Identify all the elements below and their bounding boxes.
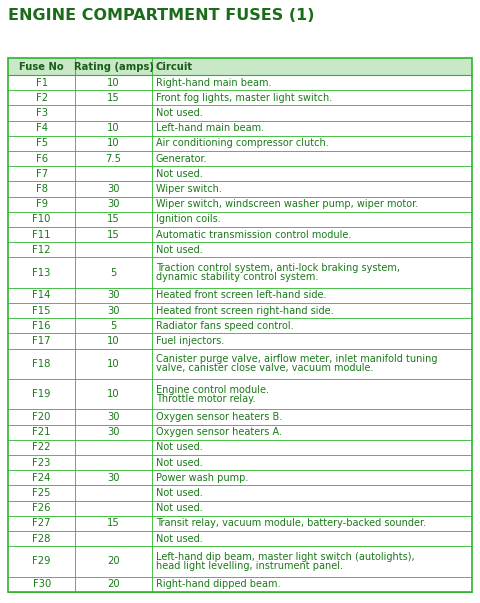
Text: F6: F6 [36, 154, 48, 163]
Text: F11: F11 [32, 230, 51, 239]
Text: Front fog lights, master light switch.: Front fog lights, master light switch. [156, 93, 332, 103]
Text: Radiator fans speed control.: Radiator fans speed control. [156, 321, 293, 331]
Text: 10: 10 [107, 389, 120, 399]
Text: Rating (amps): Rating (amps) [73, 62, 154, 72]
Text: ENGINE COMPARTMENT FUSES (1): ENGINE COMPARTMENT FUSES (1) [8, 8, 314, 23]
Text: F21: F21 [32, 427, 51, 437]
Text: Generator.: Generator. [156, 154, 207, 163]
Text: 7.5: 7.5 [106, 154, 121, 163]
Text: 10: 10 [107, 336, 120, 346]
Text: F27: F27 [32, 519, 51, 528]
Text: Canister purge valve, airflow meter, inlet manifold tuning: Canister purge valve, airflow meter, inl… [156, 354, 437, 364]
Text: Power wash pump.: Power wash pump. [156, 473, 248, 483]
Text: F23: F23 [33, 458, 51, 467]
Text: Engine control module.: Engine control module. [156, 385, 269, 394]
Text: Oxygen sensor heaters B.: Oxygen sensor heaters B. [156, 412, 282, 422]
Text: F30: F30 [33, 579, 51, 589]
Text: Fuel injectors.: Fuel injectors. [156, 336, 224, 346]
Bar [8, 58, 472, 592]
Text: dynamic stability control system.: dynamic stability control system. [156, 272, 318, 282]
Text: Automatic transmission control module.: Automatic transmission control module. [156, 230, 351, 239]
Text: 20: 20 [107, 557, 120, 566]
Text: F9: F9 [36, 199, 48, 209]
Text: Oxygen sensor heaters A.: Oxygen sensor heaters A. [156, 427, 282, 437]
Text: 30: 30 [108, 291, 120, 300]
Text: Not used.: Not used. [156, 108, 203, 118]
Text: 15: 15 [107, 93, 120, 103]
Text: F17: F17 [32, 336, 51, 346]
Text: F29: F29 [32, 557, 51, 566]
Text: Not used.: Not used. [156, 443, 203, 452]
Text: 20: 20 [107, 579, 120, 589]
Text: 15: 15 [107, 215, 120, 224]
Text: 30: 30 [108, 184, 120, 194]
Text: F3: F3 [36, 108, 48, 118]
Text: 10: 10 [107, 78, 120, 87]
Text: 10: 10 [107, 123, 120, 133]
Text: 30: 30 [108, 427, 120, 437]
Text: 10: 10 [107, 359, 120, 369]
Text: Throttle motor relay.: Throttle motor relay. [156, 394, 255, 404]
Text: 30: 30 [108, 473, 120, 483]
Text: 30: 30 [108, 199, 120, 209]
Text: 10: 10 [107, 139, 120, 148]
Text: Heated front screen right-hand side.: Heated front screen right-hand side. [156, 306, 334, 315]
Text: F5: F5 [36, 139, 48, 148]
Text: F15: F15 [32, 306, 51, 315]
Text: Traction control system, anti-lock braking system,: Traction control system, anti-lock braki… [156, 263, 400, 273]
Text: F22: F22 [32, 443, 51, 452]
Text: 5: 5 [110, 321, 117, 331]
Text: Right-hand main beam.: Right-hand main beam. [156, 78, 271, 87]
Text: Not used.: Not used. [156, 534, 203, 543]
Text: Not used.: Not used. [156, 488, 203, 498]
Text: F25: F25 [32, 488, 51, 498]
Text: F10: F10 [33, 215, 51, 224]
Text: F28: F28 [33, 534, 51, 543]
Text: F18: F18 [33, 359, 51, 369]
Bar [8, 58, 472, 75]
Text: Circuit: Circuit [156, 62, 193, 72]
Text: Heated front screen left-hand side.: Heated front screen left-hand side. [156, 291, 326, 300]
Text: 30: 30 [108, 306, 120, 315]
Text: 30: 30 [108, 412, 120, 422]
Text: Not used.: Not used. [156, 169, 203, 179]
Text: F7: F7 [36, 169, 48, 179]
Text: head light levelling, instrument panel.: head light levelling, instrument panel. [156, 561, 343, 571]
Text: Not used.: Not used. [156, 503, 203, 513]
Text: F14: F14 [33, 291, 51, 300]
Text: F12: F12 [32, 245, 51, 255]
Text: F20: F20 [33, 412, 51, 422]
Text: 15: 15 [107, 519, 120, 528]
Text: Not used.: Not used. [156, 245, 203, 255]
Text: Air conditioning compressor clutch.: Air conditioning compressor clutch. [156, 139, 329, 148]
Text: F24: F24 [33, 473, 51, 483]
Text: Left-hand dip beam, master light switch (autolights),: Left-hand dip beam, master light switch … [156, 552, 414, 562]
Text: F8: F8 [36, 184, 48, 194]
Text: F1: F1 [36, 78, 48, 87]
Text: Not used.: Not used. [156, 458, 203, 467]
Text: Fuse No: Fuse No [19, 62, 64, 72]
Text: F16: F16 [32, 321, 51, 331]
Text: Right-hand dipped beam.: Right-hand dipped beam. [156, 579, 280, 589]
Text: F13: F13 [33, 268, 51, 277]
Text: 15: 15 [107, 230, 120, 239]
Text: Wiper switch, windscreen washer pump, wiper motor.: Wiper switch, windscreen washer pump, wi… [156, 199, 418, 209]
Text: Left-hand main beam.: Left-hand main beam. [156, 123, 264, 133]
Text: Wiper switch.: Wiper switch. [156, 184, 222, 194]
Text: Ignition coils.: Ignition coils. [156, 215, 221, 224]
Text: F19: F19 [32, 389, 51, 399]
Text: F26: F26 [32, 503, 51, 513]
Text: valve, canister close valve, vacuum module.: valve, canister close valve, vacuum modu… [156, 364, 373, 373]
Text: F4: F4 [36, 123, 48, 133]
Text: F2: F2 [36, 93, 48, 103]
Text: Transit relay, vacuum module, battery-backed sounder.: Transit relay, vacuum module, battery-ba… [156, 519, 426, 528]
Text: 5: 5 [110, 268, 117, 277]
